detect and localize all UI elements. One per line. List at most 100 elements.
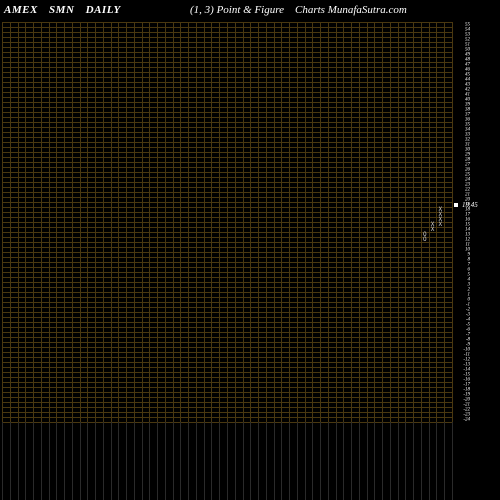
grid-line-v	[103, 22, 104, 422]
grid-line-v	[72, 22, 73, 422]
grid-line-v	[180, 22, 181, 422]
bottom-tick	[243, 422, 244, 500]
grid-line-v	[219, 22, 220, 422]
bottom-tick	[413, 422, 414, 500]
grid-line-v	[413, 22, 414, 422]
grid-line-v	[243, 22, 244, 422]
bottom-tick	[211, 422, 212, 500]
grid-line-v	[33, 22, 34, 422]
bottom-tick	[72, 422, 73, 500]
grid-line-v	[56, 22, 57, 422]
grid-line-v	[165, 22, 166, 422]
bottom-tick	[452, 422, 453, 500]
grid-line-v	[398, 22, 399, 422]
bottom-tick	[351, 422, 352, 500]
bottom-tick	[305, 422, 306, 500]
bottom-tick	[421, 422, 422, 500]
grid-line-v	[111, 22, 112, 422]
bottom-tick	[250, 422, 251, 500]
grid-line-v	[452, 22, 453, 422]
grid-line-v	[320, 22, 321, 422]
grid-line-v	[289, 22, 290, 422]
bottom-tick	[49, 422, 50, 500]
bottom-tick	[382, 422, 383, 500]
bottom-tick	[219, 422, 220, 500]
bottom-tick	[126, 422, 127, 500]
bottom-tick	[87, 422, 88, 500]
bottom-tick	[18, 422, 19, 500]
grid-line-v	[274, 22, 275, 422]
pf-mark: X	[429, 227, 437, 232]
bottom-tick	[41, 422, 42, 500]
current-price-label: 19.45	[460, 201, 480, 209]
grid-line-v	[444, 22, 445, 422]
grid-line-v	[49, 22, 50, 422]
bottom-tick	[56, 422, 57, 500]
header-left: AMEX SMN DAILY	[4, 4, 129, 16]
grid-line-v	[196, 22, 197, 422]
bottom-tick	[10, 422, 11, 500]
grid-line-v	[126, 22, 127, 422]
grid-line-v	[2, 22, 3, 422]
bottom-tick	[266, 422, 267, 500]
grid-line-v	[367, 22, 368, 422]
grid-line-v	[173, 22, 174, 422]
bottom-tick	[359, 422, 360, 500]
interval-label: DAILY	[86, 4, 121, 16]
grid-line-v	[328, 22, 329, 422]
grid-line-v	[343, 22, 344, 422]
y-axis: 5554535251504948474645444342414039383736…	[454, 22, 498, 422]
bottom-tick	[274, 422, 275, 500]
bottom-tick	[398, 422, 399, 500]
grid-line-v	[18, 22, 19, 422]
grid-line-v	[351, 22, 352, 422]
bottom-tick	[33, 422, 34, 500]
bottom-tick	[281, 422, 282, 500]
grid-line-v	[405, 22, 406, 422]
grid-line-v	[87, 22, 88, 422]
grid-line-v	[336, 22, 337, 422]
grid-line-v	[297, 22, 298, 422]
grid-line-v	[80, 22, 81, 422]
grid-line-v	[250, 22, 251, 422]
pf-mark: O	[421, 237, 429, 242]
bottom-ticks	[2, 422, 452, 500]
bottom-tick	[95, 422, 96, 500]
grid-line-v	[359, 22, 360, 422]
grid-line-v	[211, 22, 212, 422]
bottom-tick	[320, 422, 321, 500]
grid-line-v	[10, 22, 11, 422]
params-label: (1, 3) Point & Figure	[190, 4, 284, 16]
bottom-tick	[336, 422, 337, 500]
bottom-tick	[118, 422, 119, 500]
bottom-tick	[258, 422, 259, 500]
bottom-tick	[374, 422, 375, 500]
source-label: Charts MunafaSutra.com	[295, 4, 407, 16]
grid-line-v	[134, 22, 135, 422]
bottom-tick	[157, 422, 158, 500]
grid-line-v	[421, 22, 422, 422]
bottom-tick	[343, 422, 344, 500]
grid-line-v	[382, 22, 383, 422]
symbol-label: SMN	[49, 4, 74, 16]
header-center: (1, 3) Point & Figure Charts MunafaSutra…	[190, 4, 407, 16]
y-axis-label: -24	[463, 417, 470, 422]
bottom-tick	[289, 422, 290, 500]
bottom-tick	[173, 422, 174, 500]
grid-line-v	[281, 22, 282, 422]
grid-line-v	[258, 22, 259, 422]
bottom-tick	[188, 422, 189, 500]
bottom-tick	[297, 422, 298, 500]
grid-line-v	[235, 22, 236, 422]
bottom-tick	[80, 422, 81, 500]
bottom-tick	[142, 422, 143, 500]
bottom-tick	[235, 422, 236, 500]
grid-line-v	[312, 22, 313, 422]
grid-line-v	[41, 22, 42, 422]
bottom-tick	[165, 422, 166, 500]
pf-mark: X	[436, 222, 444, 227]
bottom-tick	[429, 422, 430, 500]
bottom-tick	[134, 422, 135, 500]
grid-line-v	[266, 22, 267, 422]
bottom-tick	[312, 422, 313, 500]
